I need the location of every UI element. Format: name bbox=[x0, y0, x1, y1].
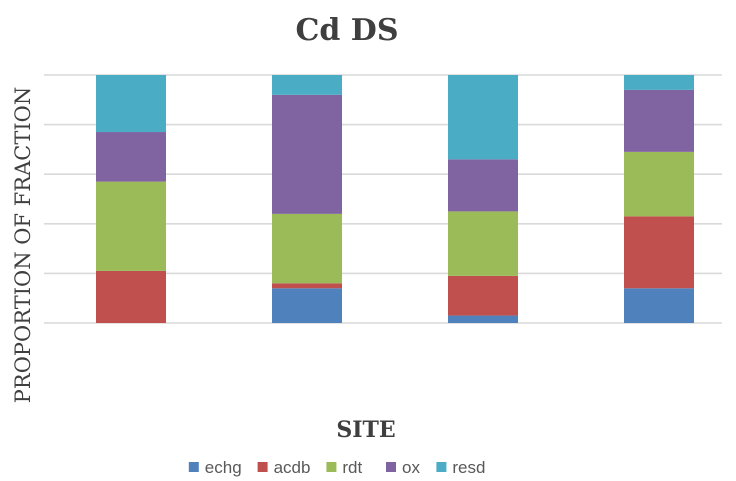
bar-segment-rdt bbox=[448, 211, 518, 276]
bar-segment-echg bbox=[624, 288, 694, 323]
legend-item-resd: resd bbox=[436, 458, 485, 477]
legend: echg acdb rdt ox resd bbox=[188, 458, 485, 477]
legend-label-rdt: rdt bbox=[342, 458, 362, 477]
bar-segment-resd bbox=[624, 75, 694, 90]
legend-item-echg: echg bbox=[188, 458, 242, 477]
bar-segment-acdb bbox=[272, 283, 342, 289]
legend-label-acdb: acdb bbox=[274, 458, 311, 477]
bar-segment-ox bbox=[448, 159, 518, 212]
legend-label-echg: echg bbox=[205, 458, 242, 477]
bar-segment-ox bbox=[624, 89, 694, 152]
chart-title: Cd DS bbox=[296, 13, 399, 48]
bar-segment-rdt bbox=[624, 151, 694, 217]
legend-swatch-rdt bbox=[326, 462, 337, 472]
legend-swatch-echg bbox=[188, 462, 199, 472]
bar-segment-acdb bbox=[96, 270, 166, 323]
bar-segment-echg bbox=[272, 288, 342, 323]
bar-segment-echg bbox=[448, 315, 518, 323]
bar-segment-rdt bbox=[272, 213, 342, 284]
y-axis-label: PROPORTION OF FRACTION bbox=[11, 87, 35, 404]
legend-swatch-resd bbox=[436, 462, 447, 472]
bar-segment-ox bbox=[272, 94, 342, 214]
bar-segment-resd bbox=[96, 75, 166, 133]
x-axis-label: SITE bbox=[336, 417, 395, 443]
bar-segment-acdb bbox=[448, 275, 518, 316]
legend-label-ox: ox bbox=[402, 458, 420, 477]
legend-label-resd: resd bbox=[452, 458, 485, 477]
bar-segment-ox bbox=[96, 132, 166, 182]
legend-swatch-acdb bbox=[257, 462, 268, 472]
legend-item-ox: ox bbox=[386, 458, 420, 477]
bars bbox=[96, 75, 694, 323]
bar-segment-resd bbox=[448, 75, 518, 160]
bar-segment-resd bbox=[272, 75, 342, 95]
legend-item-acdb: acdb bbox=[257, 458, 311, 477]
legend-swatch-ox bbox=[386, 462, 396, 472]
legend-item-rdt: rdt bbox=[326, 458, 363, 477]
bar-segment-rdt bbox=[96, 181, 166, 271]
bar-segment-acdb bbox=[624, 216, 694, 289]
